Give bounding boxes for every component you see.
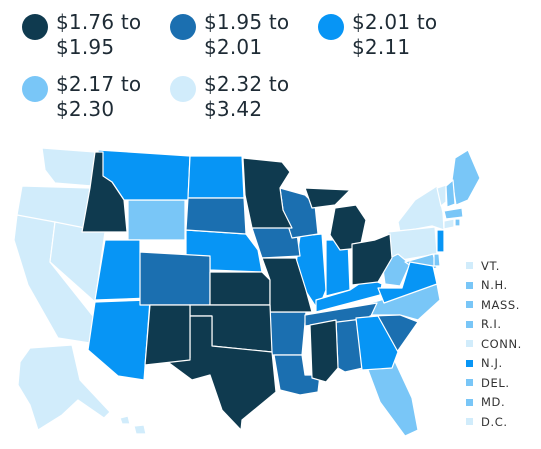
- small-state-swatch: [466, 398, 473, 406]
- state-vermont: [436, 184, 447, 207]
- small-state-row-dc: D.C.: [466, 412, 541, 432]
- state-washington: [41, 147, 96, 187]
- state-arizona: [87, 299, 151, 381]
- small-state-label: CONN.: [481, 336, 522, 351]
- price-legend: $1.76 to $1.95 $1.95 to $2.01 $2.01 to $…: [0, 0, 541, 130]
- state-hawaii-1: [119, 415, 131, 425]
- small-state-label: N.H.: [481, 278, 508, 293]
- state-rhode-island: [454, 218, 461, 227]
- small-state-row-del: DEL.: [466, 373, 541, 393]
- state-new-jersey: [436, 229, 445, 253]
- state-missouri: [261, 257, 313, 313]
- state-mississippi: [309, 319, 339, 383]
- state-north-dakota: [187, 155, 245, 199]
- state-georgia: [355, 315, 399, 371]
- state-maine: [451, 149, 481, 206]
- legend-dot-1: [22, 14, 48, 40]
- state-arkansas: [266, 311, 307, 356]
- small-state-label: DEL.: [481, 375, 510, 390]
- state-wyoming: [127, 199, 186, 241]
- legend-item-4: $2.17 to $2.30: [22, 72, 156, 122]
- legend-label-1: $1.76 to $1.95: [56, 10, 142, 59]
- state-new-hampshire: [445, 179, 456, 208]
- small-state-row-conn: CONN.: [466, 334, 541, 354]
- state-new-york: [397, 185, 445, 233]
- state-kentucky: [315, 277, 383, 313]
- legend-dot-2: [170, 14, 196, 40]
- state-south-dakota: [185, 197, 247, 235]
- small-state-swatch: [466, 262, 473, 270]
- small-state-row-nj: N.J.: [466, 354, 541, 374]
- small-state-label: VT.: [481, 258, 500, 273]
- small-state-swatch: [466, 301, 473, 309]
- small-state-row-ri: R.I.: [466, 315, 541, 335]
- small-state-swatch: [466, 281, 473, 289]
- legend-item-2: $1.95 to $2.01: [170, 10, 304, 60]
- small-state-swatch: [466, 418, 473, 426]
- legend-label-4: $2.17 to $2.30: [56, 72, 142, 121]
- state-ohio: [351, 233, 393, 286]
- state-massachusetts: [443, 207, 464, 220]
- small-state-label: N.J.: [481, 356, 503, 371]
- small-state-label: D.C.: [481, 414, 508, 429]
- state-kansas: [209, 271, 271, 306]
- small-states-list: VT. N.H. MASS. R.I. CONN. N.J. DEL. MD. …: [466, 256, 541, 432]
- state-colorado: [139, 251, 211, 306]
- legend-dot-4: [22, 76, 48, 102]
- small-state-swatch: [466, 320, 473, 328]
- state-connecticut: [443, 218, 455, 230]
- state-virginia: [377, 261, 438, 304]
- small-state-row-md: MD.: [466, 393, 541, 413]
- small-state-label: R.I.: [481, 317, 502, 332]
- legend-dot-3: [318, 14, 344, 40]
- legend-dot-5: [170, 76, 196, 102]
- state-delaware: [433, 253, 441, 267]
- state-utah: [94, 239, 153, 301]
- small-state-swatch: [466, 359, 473, 367]
- legend-label-3: $2.01 to $2.11: [352, 10, 438, 59]
- small-state-row-nh: N.H.: [466, 276, 541, 296]
- state-louisiana: [273, 354, 321, 396]
- small-state-swatch: [466, 340, 473, 348]
- legend-item-5: $2.32 to $3.42: [170, 72, 304, 122]
- small-state-swatch: [466, 379, 473, 387]
- small-state-row-vt: VT.: [466, 256, 541, 276]
- small-state-label: MASS.: [481, 297, 521, 312]
- state-hawaii-2: [133, 424, 147, 435]
- state-new-mexico: [144, 304, 191, 366]
- small-state-label: MD.: [481, 395, 506, 410]
- small-state-row-mass: MASS.: [466, 295, 541, 315]
- state-alaska: [17, 344, 111, 431]
- state-idaho: [81, 151, 128, 233]
- state-minnesota: [242, 157, 293, 229]
- state-michigan-upper: [304, 187, 351, 209]
- legend-item-3: $2.01 to $2.11: [318, 10, 452, 60]
- legend-item-1: $1.76 to $1.95: [22, 10, 156, 60]
- legend-label-5: $2.32 to $3.42: [204, 72, 290, 121]
- legend-label-2: $1.95 to $2.01: [204, 10, 290, 59]
